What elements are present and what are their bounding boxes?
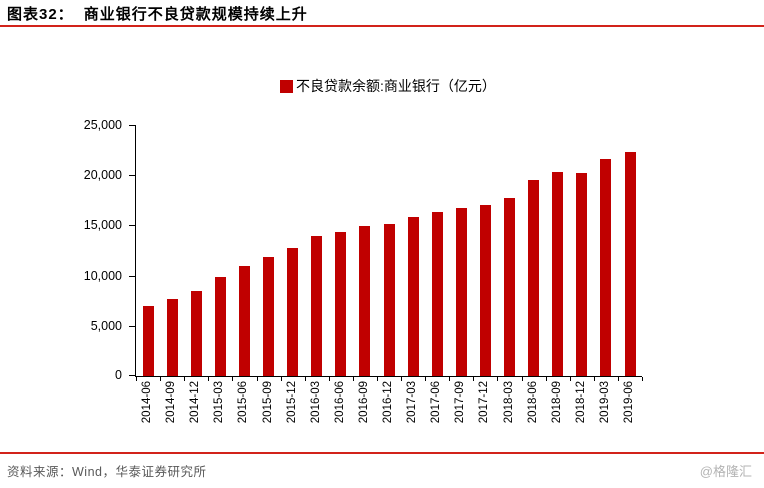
bar-2018-03 [504,197,515,376]
figure-number-label: 图表32： [7,6,74,23]
x-axis-label: 2016-09 [357,381,370,424]
x-axis-tick [642,377,643,381]
y-axis-label: 20,000 [83,168,122,183]
x-axis-label: 2016-03 [309,381,322,424]
y-axis-tick [129,325,135,327]
bar-2018-06 [528,179,540,376]
bar-2015-06 [238,266,250,376]
x-axis-labels: 2014-06 2014-09 2014-12 2015-03 2015-06 2015-… [135,377,641,449]
y-axis-tick [129,275,135,277]
x-axis-label: 2015-03 [213,381,226,424]
footer-row: 资料来源：Wind，华泰证券研究所 @格隆汇 [7,461,752,480]
bar-2018-09 [552,172,564,376]
x-axis-tick [401,377,402,381]
x-axis-tick [497,377,499,381]
bar-2017-12 [479,204,491,376]
y-axis-label: 25,000 [83,118,122,132]
bar-2014-09 [166,299,178,376]
x-axis-label: 2018-09 [550,381,563,424]
x-axis-label: 2016-12 [382,381,394,424]
x-axis-tick [569,377,571,381]
y-axis-label: 10,000 [83,268,122,283]
bar-2019-03 [600,159,612,376]
title-divider-rule [0,25,764,27]
x-axis-label: 2015-09 [261,381,274,424]
x-axis-label: 2018-06 [526,381,539,424]
bar-2016-06 [335,231,347,376]
bar-2018-12 [576,172,588,376]
watermark: @格隆汇 [699,464,752,479]
x-axis-label: 2018-12 [574,381,587,424]
x-axis-tick [160,377,162,381]
bar-2015-12 [287,248,299,376]
x-axis-tick [473,377,475,381]
x-axis-label: 2017-03 [406,381,419,424]
x-axis-tick [256,377,258,381]
x-axis-label: 2015-12 [285,381,298,424]
bar-2019-06 [624,151,636,376]
x-axis-label: 2016-06 [333,381,346,424]
bar-2016-09 [359,226,371,376]
y-axis-tick [129,125,135,126]
bar-2017-03 [407,217,419,376]
bar-2016-12 [383,224,395,376]
x-axis-label: 2017-06 [430,381,443,424]
x-axis-label: 2018-03 [502,381,515,424]
figure-title: 商业银行不良贷款规模持续上升 [83,6,308,23]
x-axis-tick [304,377,306,381]
x-axis-label: 2014-12 [189,381,202,424]
x-axis-tick [425,377,427,381]
x-axis-label: 2014-06 [141,381,153,424]
bar-chart-plot-area [129,125,643,381]
x-axis-tick [617,377,619,381]
y-axis-labels: 0 5,000 10,000 15,000 20,000 25,000 [0,118,122,382]
y-axis-label: 15,000 [83,218,122,233]
x-axis-label: 2017-12 [478,381,491,424]
x-axis-tick [136,377,137,381]
x-axis-tick [208,377,210,381]
bar-2017-06 [431,211,443,376]
x-axis-tick [377,377,378,381]
x-axis-tick [232,377,234,381]
y-axis-label: 5,000 [90,318,122,333]
footer-divider-rule [0,452,764,454]
bar-2014-12 [190,291,202,376]
x-axis-tick [184,377,186,381]
bar-2015-03 [214,277,226,376]
bar-2015-09 [263,256,274,376]
legend-label: 不良贷款余额:商业银行（亿元） [296,78,496,94]
bar-2014-06 [142,306,154,376]
y-axis-tick [129,375,135,376]
x-axis-tick [521,377,523,381]
chart-legend: 不良贷款余额:商业银行（亿元） [135,76,641,96]
x-axis-label: 2015-06 [237,381,250,424]
x-axis-tick [449,377,451,381]
y-axis-tick [129,175,135,177]
x-axis-label: 2017-09 [454,381,467,424]
x-axis-tick [280,377,282,381]
y-axis-tick [129,225,135,227]
y-axis-label: 0 [115,368,122,382]
x-axis-tick [328,377,330,381]
x-axis-tick [352,377,354,381]
source-note: 资料来源：Wind，华泰证券研究所 [7,465,207,479]
x-axis-tick [545,377,547,381]
x-axis-label: 2014-09 [165,381,178,424]
x-axis-label: 2019-06 [623,381,635,424]
bar-2017-09 [455,208,467,376]
legend-swatch-icon [280,79,294,93]
x-axis-label: 2019-03 [598,381,611,424]
figure-title-row: 图表32： 商业银行不良贷款规模持续上升 [7,3,308,24]
bar-2016-03 [311,236,323,376]
x-axis-tick [593,377,595,381]
